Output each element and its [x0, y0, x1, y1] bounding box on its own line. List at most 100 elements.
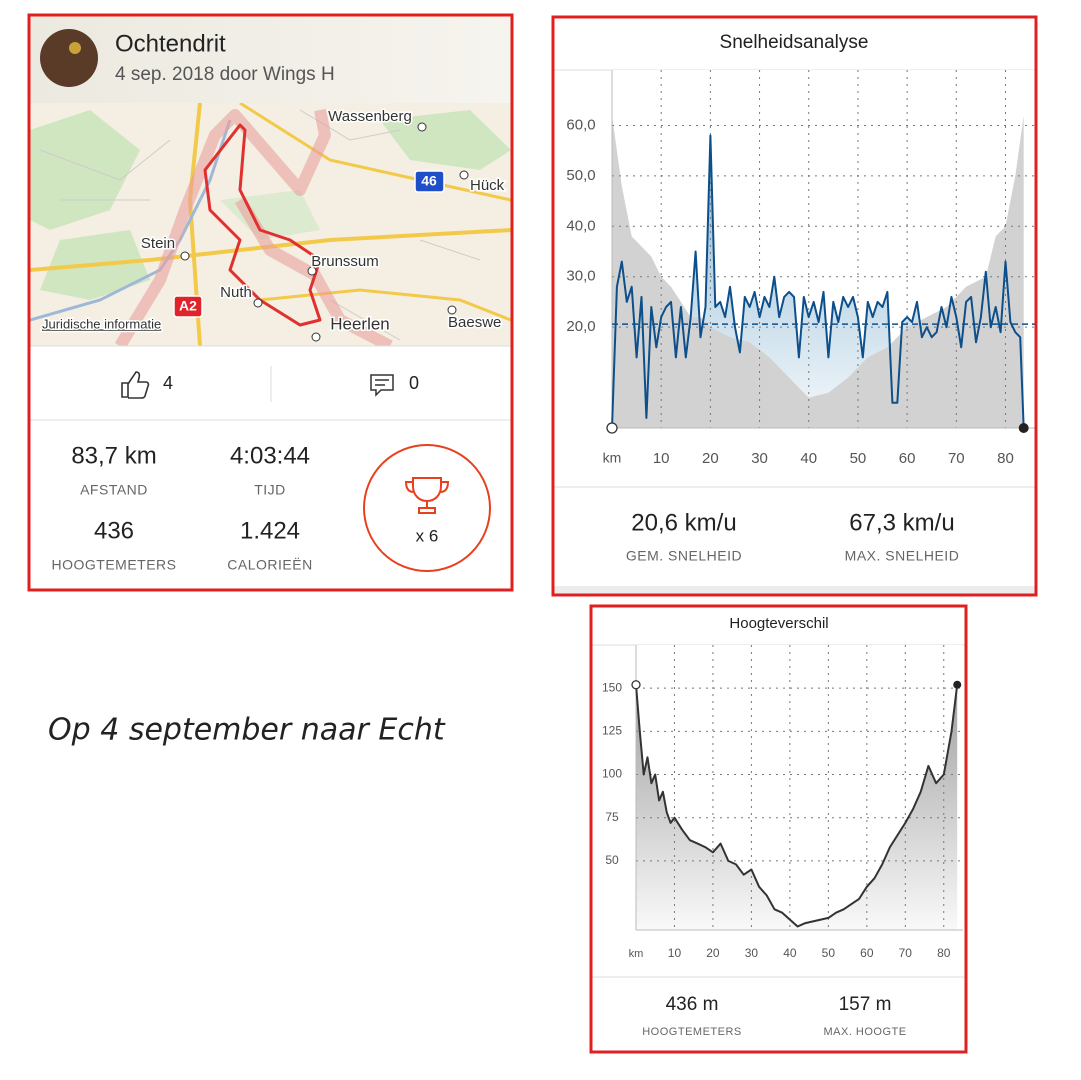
- stat-value: 83,7 km: [71, 442, 156, 469]
- road-badge: [173, 295, 203, 318]
- like-icon[interactable]: [121, 371, 150, 399]
- x-axis-label: km: [603, 450, 622, 466]
- x-tick-label: 20: [706, 946, 720, 960]
- map-dot: [253, 298, 263, 308]
- highlight-frame: [27, 13, 514, 592]
- stat-value: 157 m: [839, 994, 892, 1015]
- stat-value: 436 m: [666, 994, 719, 1015]
- stat-label: MAX. HOOGTE: [823, 1026, 906, 1038]
- x-tick-label: 70: [948, 450, 965, 467]
- x-tick-label: 80: [937, 946, 951, 960]
- stat-value: 436: [94, 517, 134, 544]
- trophy-badge[interactable]: [363, 444, 491, 572]
- stat-label: AFSTAND: [80, 482, 148, 498]
- stat-label: HOOGTEMETERS: [51, 557, 176, 573]
- stat-label: CALORIEËN: [227, 557, 312, 573]
- series-area: [636, 684, 958, 930]
- chart: 20,0 30,0 40,0 50,0 60,0 10 20 30 40 50 60 70 80 km: [566, 70, 1035, 467]
- avatar-detail: [69, 42, 81, 54]
- y-tick-label: 20,0: [566, 318, 595, 335]
- y-tick-label: 50: [605, 853, 619, 867]
- trophy-count: x 6: [416, 526, 439, 545]
- x-tick-label: 40: [783, 946, 797, 960]
- map-street: [39, 109, 481, 341]
- start-marker: [631, 680, 641, 690]
- road-badge: [414, 170, 445, 193]
- like-count: 4: [163, 373, 173, 393]
- map-dot: [417, 122, 427, 132]
- map-green: [380, 110, 511, 170]
- map-dot: [307, 266, 317, 276]
- activity-title: Ochtendrit: [115, 30, 226, 57]
- header-bg: [30, 16, 511, 103]
- background-area: [612, 115, 1024, 429]
- x-tick-label: 50: [850, 450, 867, 467]
- series-line: [611, 134, 1025, 429]
- route: [203, 123, 322, 327]
- map-label: Stein: [141, 235, 175, 252]
- activity-subtitle: 4 sep. 2018 door Wings H: [115, 64, 335, 85]
- map[interactable]: Wassenberg Hück 46 Stein Brunssum Nuth A…: [30, 103, 511, 346]
- map-label: Brunssum: [311, 253, 379, 270]
- y-tick-label: 125: [602, 724, 622, 738]
- y-tick-label: 40,0: [566, 217, 595, 234]
- map-label: Hück: [470, 177, 505, 194]
- stat-value: 67,3 km/u: [849, 509, 954, 536]
- road-number: 46: [421, 173, 437, 189]
- chart-title: Hoogteverschil: [729, 615, 828, 632]
- map-label: Heerlen: [330, 314, 390, 333]
- x-tick-label: 50: [822, 946, 836, 960]
- end-marker: [1018, 423, 1029, 433]
- map-dot: [180, 251, 190, 261]
- elevation-panel: Hoogteverschil 436 m HOOGTEMETERS 157 m …: [592, 615, 965, 1038]
- map-dot: [311, 332, 321, 342]
- map-label: Wassenberg: [328, 108, 412, 125]
- comment-icon[interactable]: [370, 374, 394, 397]
- x-tick-label: 60: [860, 946, 874, 960]
- map-dot: [459, 170, 469, 180]
- avatar[interactable]: [40, 29, 98, 87]
- x-tick-label: 20: [702, 450, 719, 467]
- end-marker: [953, 680, 962, 689]
- map-label: Nuth: [220, 284, 252, 301]
- stat-label: TIJD: [254, 482, 286, 498]
- series-line: [635, 684, 959, 928]
- x-tick-label: 30: [745, 946, 759, 960]
- y-tick-label: 60,0: [566, 116, 595, 133]
- x-tick-label: 80: [997, 450, 1014, 467]
- stat-label: GEM. SNELHEID: [626, 548, 742, 564]
- speed-panel: Snelheidsanalyse 20,6 km/u GEM. SNELHEID…: [554, 32, 1035, 595]
- stat-label: HOOGTEMETERS: [642, 1026, 742, 1038]
- map-road: [259, 288, 511, 322]
- x-tick-label: 30: [751, 450, 768, 467]
- stat-value: 20,6 km/u: [631, 509, 736, 536]
- map-label: Baeswe: [448, 314, 501, 331]
- x-axis-label: km: [629, 948, 644, 960]
- highlight-frame: [551, 15, 1038, 597]
- x-tick-label: 60: [899, 450, 916, 467]
- activity-card: Ochtendrit 4 sep. 2018 door Wings H: [30, 16, 511, 573]
- stat-label: MAX. SNELHEID: [845, 548, 960, 564]
- map-road: [30, 228, 511, 272]
- y-tick-label: 30,0: [566, 268, 595, 285]
- start-marker: [606, 422, 618, 434]
- trophy-icon: [404, 477, 450, 514]
- map-dot: [447, 305, 457, 315]
- highlight-frame: [589, 604, 968, 1054]
- x-tick-label: 10: [668, 946, 682, 960]
- map-road: [239, 103, 511, 202]
- comment-count: 0: [409, 373, 419, 393]
- chart-title: Snelheidsanalyse: [720, 32, 869, 53]
- caption: Op 4 september naar Echt: [48, 713, 446, 748]
- y-tick-label: 100: [602, 767, 622, 781]
- stat-value: 4:03:44: [230, 442, 310, 469]
- chart: 50 75 100 125 150 10 20 30 40 50 60 70 80 km: [602, 645, 963, 960]
- x-tick-label: 70: [899, 946, 913, 960]
- x-tick-label: 10: [653, 450, 670, 467]
- legal-link[interactable]: Juridische informatie: [41, 315, 163, 333]
- y-tick-label: 150: [602, 680, 622, 694]
- road-number: A2: [179, 298, 197, 314]
- footer-strip: [554, 586, 1035, 595]
- y-tick-label: 75: [605, 810, 619, 824]
